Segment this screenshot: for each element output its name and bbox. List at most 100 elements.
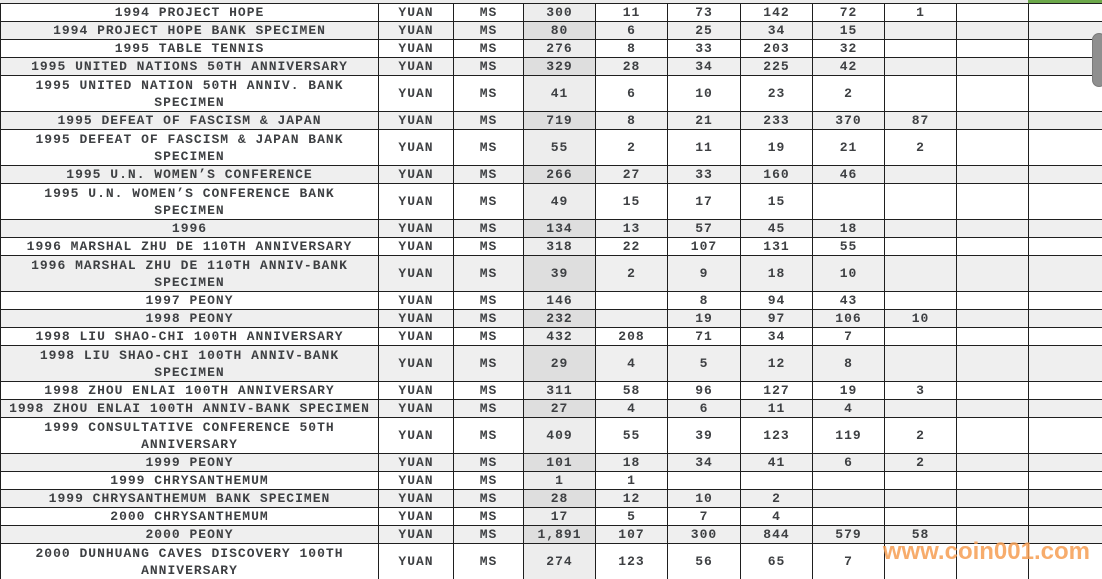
grade-count-cell <box>1028 291 1102 310</box>
series-name-cell[interactable]: 2000 DUNHUANG CAVES DISCOVERY 100TH ANNI… <box>0 543 379 579</box>
grade-count-cell: 8 <box>595 39 668 58</box>
series-name-cell[interactable]: 2000 CHRYSANTHEMUM <box>0 507 379 526</box>
total-count-cell: 80 <box>523 21 596 40</box>
series-name-cell[interactable]: 1994 PROJECT HOPE BANK SPECIMEN <box>0 21 379 40</box>
total-count-cell: 1,891 <box>523 525 596 544</box>
grade-count-cell: 2 <box>740 489 813 508</box>
series-name-cell[interactable]: 1994 PROJECT HOPE <box>0 3 379 22</box>
grade-count-cell <box>1028 3 1102 22</box>
grade-count-cell <box>740 471 813 490</box>
grade-count-cell: 19 <box>740 129 813 166</box>
series-name-cell[interactable]: 1999 CHRYSANTHEMUM <box>0 471 379 490</box>
grade-cell: MS <box>453 291 524 310</box>
series-name-cell[interactable]: 1999 CONSULTATIVE CONFERENCE 50TH ANNIVE… <box>0 417 379 454</box>
grade-count-cell <box>884 543 957 579</box>
grade-count-cell: 300 <box>667 525 741 544</box>
series-name-cell[interactable]: 1995 UNITED NATIONS 50TH ANNIVERSARY <box>0 57 379 76</box>
grade-count-cell: 12 <box>740 345 813 382</box>
series-name-cell[interactable]: 1998 LIU SHAO-CHI 100TH ANNIV-BANK SPECI… <box>0 345 379 382</box>
grade-count-cell: 45 <box>740 219 813 238</box>
grade-count-cell <box>1028 237 1102 256</box>
grade-count-cell: 10 <box>812 255 885 292</box>
grade-count-cell: 97 <box>740 309 813 328</box>
grade-count-cell: 34 <box>667 453 741 472</box>
currency-cell: YUAN <box>378 39 454 58</box>
grade-count-cell: 8 <box>595 111 668 130</box>
series-name-cell[interactable]: 1996 MARSHAL ZHU DE 110TH ANNIV-BANK SPE… <box>0 255 379 292</box>
table-row: 1996 MARSHAL ZHU DE 110TH ANNIV-BANK SPE… <box>0 255 1102 292</box>
currency-cell: YUAN <box>378 345 454 382</box>
grade-cell: MS <box>453 345 524 382</box>
series-name-cell[interactable]: 1998 ZHOU ENLAI 100TH ANNIVERSARY <box>0 381 379 400</box>
series-name-cell[interactable]: 1996 <box>0 219 379 238</box>
series-name-cell[interactable]: 1995 DEFEAT OF FASCISM & JAPAN <box>0 111 379 130</box>
grade-count-cell: 87 <box>884 111 957 130</box>
grade-count-cell: 4 <box>595 399 668 418</box>
grade-count-cell <box>667 471 741 490</box>
series-name-cell[interactable]: 1995 U.N. WOMEN’S CONFERENCE <box>0 165 379 184</box>
grade-count-cell: 2 <box>884 417 957 454</box>
grade-count-cell: 2 <box>812 75 885 112</box>
grade-count-cell <box>956 417 1029 454</box>
vertical-scrollbar-thumb[interactable] <box>1092 33 1102 87</box>
grade-count-cell: 6 <box>595 21 668 40</box>
grade-count-cell: 28 <box>595 57 668 76</box>
total-count-cell: 134 <box>523 219 596 238</box>
grade-count-cell <box>1028 381 1102 400</box>
grade-cell: MS <box>453 417 524 454</box>
series-name-cell[interactable]: 1996 MARSHAL ZHU DE 110TH ANNIVERSARY <box>0 237 379 256</box>
grade-count-cell <box>884 507 957 526</box>
table-row: 1994 PROJECT HOPE BANK SPECIMEN YUAN MS 80 6… <box>0 21 1102 40</box>
series-name-cell[interactable]: 1998 LIU SHAO-CHI 100TH ANNIVERSARY <box>0 327 379 346</box>
table-row: 2000 CHRYSANTHEMUM YUAN MS 17 5 7 4 <box>0 507 1102 526</box>
grade-count-cell: 25 <box>667 21 741 40</box>
grade-count-cell: 46 <box>812 165 885 184</box>
grade-count-cell: 34 <box>740 327 813 346</box>
population-table: 1994 PROJECT HOPE YUAN MS 300 11 73 142 72 1 1994… <box>0 3 1102 579</box>
grade-count-cell: 42 <box>812 57 885 76</box>
currency-cell: YUAN <box>378 399 454 418</box>
series-name-cell[interactable]: 1995 DEFEAT OF FASCISM & JAPAN BANK SPEC… <box>0 129 379 166</box>
table-row: 1999 CONSULTATIVE CONFERENCE 50TH ANNIVE… <box>0 417 1102 454</box>
total-count-cell: 274 <box>523 543 596 579</box>
grade-count-cell <box>956 75 1029 112</box>
currency-cell: YUAN <box>378 489 454 508</box>
series-name-cell[interactable]: 2000 PEONY <box>0 525 379 544</box>
grade-count-cell: 5 <box>595 507 668 526</box>
currency-cell: YUAN <box>378 309 454 328</box>
grade-count-cell: 131 <box>740 237 813 256</box>
grade-count-cell <box>884 471 957 490</box>
currency-cell: YUAN <box>378 255 454 292</box>
grade-count-cell <box>1028 345 1102 382</box>
grade-count-cell: 10 <box>667 75 741 112</box>
grade-count-cell: 6 <box>595 75 668 112</box>
series-name-cell[interactable]: 1995 TABLE TENNIS <box>0 39 379 58</box>
total-count-cell: 232 <box>523 309 596 328</box>
table-row: 1995 U.N. WOMEN’S CONFERENCE BANK SPECIM… <box>0 183 1102 220</box>
grade-count-cell: 72 <box>812 3 885 22</box>
series-name-cell[interactable]: 1997 PEONY <box>0 291 379 310</box>
series-name-cell[interactable]: 1995 U.N. WOMEN’S CONFERENCE BANK SPECIM… <box>0 183 379 220</box>
grade-cell: MS <box>453 327 524 346</box>
grade-count-cell: 2 <box>884 453 957 472</box>
grade-count-cell: 27 <box>595 165 668 184</box>
grade-count-cell <box>956 111 1029 130</box>
total-count-cell: 29 <box>523 345 596 382</box>
series-name-cell[interactable]: 1995 UNITED NATION 50TH ANNIV. BANK SPEC… <box>0 75 379 112</box>
series-name-cell[interactable]: 1998 PEONY <box>0 309 379 328</box>
grade-count-cell: 21 <box>812 129 885 166</box>
currency-cell: YUAN <box>378 237 454 256</box>
population-table-body: 1994 PROJECT HOPE YUAN MS 300 11 73 142 72 1 1994… <box>0 3 1102 579</box>
grade-cell: MS <box>453 255 524 292</box>
grade-count-cell: 123 <box>595 543 668 579</box>
currency-cell: YUAN <box>378 183 454 220</box>
series-name-cell[interactable]: 1999 CHRYSANTHEMUM BANK SPECIMEN <box>0 489 379 508</box>
table-row: 1998 PEONY YUAN MS 232 19 97 106 10 <box>0 309 1102 328</box>
grade-cell: MS <box>453 111 524 130</box>
series-name-cell[interactable]: 1999 PEONY <box>0 453 379 472</box>
currency-cell: YUAN <box>378 21 454 40</box>
series-name-cell[interactable]: 1998 ZHOU ENLAI 100TH ANNIV-BANK SPECIME… <box>0 399 379 418</box>
grade-count-cell <box>1028 183 1102 220</box>
grade-count-cell: 2 <box>884 129 957 166</box>
